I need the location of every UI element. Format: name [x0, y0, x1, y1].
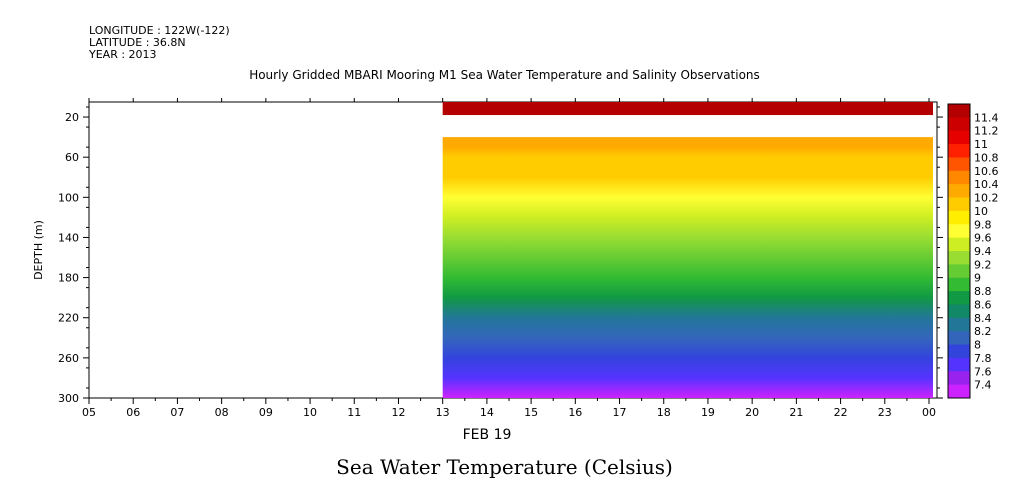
y-tick-label: 300	[58, 392, 79, 405]
x-tick-label: 08	[215, 406, 229, 419]
colorbar-tick-label: 10	[974, 205, 988, 218]
y-tick-label: 220	[58, 312, 79, 325]
x-axis-label: FEB 19	[463, 427, 512, 443]
year-label: YEAR : 2013	[89, 48, 157, 61]
y-tick-label: 140	[58, 231, 79, 244]
x-tick-label: 11	[347, 406, 361, 419]
colorbar-frame	[947, 103, 971, 399]
colorbar-swatch	[948, 130, 970, 145]
colorbar-swatch	[948, 117, 970, 132]
colorbar-swatch	[948, 157, 970, 172]
x-tick-label: 05	[82, 406, 96, 419]
colorbar-tick-label: 8.8	[974, 285, 992, 298]
colorbar-swatch	[948, 210, 970, 225]
colorbar-tick-label: 8	[974, 339, 981, 352]
x-tick-label: 16	[568, 406, 582, 419]
y-tick-label: 20	[65, 111, 79, 124]
colorbar-swatch	[948, 317, 970, 332]
temperature-contour-field	[442, 137, 933, 398]
colorbar: 11.411.21110.810.610.410.2109.89.69.49.2…	[947, 103, 999, 399]
latitude-label: LATITUDE : 36.8N	[89, 36, 186, 49]
colorbar-tick-label: 10.6	[974, 165, 999, 178]
colorbar-tick-label: 8.6	[974, 298, 992, 311]
colorbar-swatch	[948, 224, 970, 239]
colorbar-swatch	[948, 104, 970, 118]
chart-title: Hourly Gridded MBARI Mooring M1 Sea Wate…	[249, 68, 760, 82]
colorbar-swatch	[948, 291, 970, 305]
x-tick-label: 07	[170, 406, 184, 419]
y-axis: 20 60 100 140 180 220 260 300	[58, 106, 943, 405]
y-axis-label: DEPTH (m)	[32, 220, 45, 280]
colorbar-swatch	[948, 384, 970, 399]
plot-area	[88, 101, 938, 399]
colorbar-swatch	[948, 331, 970, 346]
colorbar-tick-label: 9	[974, 272, 981, 285]
x-tick-label: 13	[436, 406, 450, 419]
colorbar-tick-label: 11	[974, 138, 988, 151]
y-tick-label: 180	[58, 272, 79, 285]
x-tick-label: 15	[524, 406, 538, 419]
x-tick-label: 17	[613, 406, 627, 419]
x-tick-label: 10	[303, 406, 317, 419]
x-tick-label: 22	[834, 406, 848, 419]
x-tick-label: 09	[259, 406, 273, 419]
colorbar-swatch	[948, 237, 970, 252]
surface-temperature-band	[442, 102, 933, 116]
colorbar-tick-label: 9.2	[974, 258, 992, 271]
colorbar-swatch	[948, 277, 970, 292]
longitude-label: LONGITUDE : 122W(-122)	[89, 24, 230, 37]
colorbar-swatch	[948, 344, 970, 359]
x-tick-label: 14	[480, 406, 494, 419]
x-tick-label: 21	[789, 406, 803, 419]
colorbar-swatch	[948, 304, 970, 319]
colorbar-title: Sea Water Temperature (Celsius)	[336, 455, 673, 479]
colorbar-swatch	[948, 357, 970, 372]
x-axis: 05 06 07 08 09 10 11 12 13 14 15 16 17 18 19 20 21 22 23 00	[82, 98, 936, 419]
colorbar-tick-label: 10.8	[974, 151, 999, 164]
colorbar-swatch	[948, 144, 970, 158]
colorbar-tick-label: 11.4	[974, 111, 999, 124]
colorbar-tick-label: 9.6	[974, 232, 992, 245]
x-tick-label: 12	[391, 406, 405, 419]
colorbar-tick-label: 7.4	[974, 379, 992, 392]
colorbar-tick-label: 8.4	[974, 312, 992, 325]
colorbar-tick-label: 10.4	[974, 178, 999, 191]
colorbar-tick-label: 11.2	[974, 125, 999, 138]
colorbar-swatch	[948, 371, 970, 386]
x-tick-label: 19	[701, 406, 715, 419]
x-tick-label: 00	[922, 406, 936, 419]
colorbar-tick-label: 7.8	[974, 352, 992, 365]
colorbar-swatch	[948, 197, 970, 212]
x-tick-label: 18	[657, 406, 671, 419]
colorbar-tick-label: 9.8	[974, 218, 992, 231]
colorbar-tick-label: 7.6	[974, 365, 992, 378]
colorbar-swatch	[948, 184, 970, 199]
y-tick-label: 260	[58, 352, 79, 365]
x-tick-label: 23	[878, 406, 892, 419]
colorbar-swatch	[948, 170, 970, 185]
colorbar-swatch	[948, 264, 970, 279]
x-tick-label: 06	[126, 406, 140, 419]
y-tick-label: 100	[58, 191, 79, 204]
y-tick-label: 60	[65, 151, 79, 164]
colorbar-swatch	[948, 251, 970, 265]
colorbar-tick-label: 10.2	[974, 192, 999, 205]
colorbar-tick-label: 9.4	[974, 245, 992, 258]
x-tick-label: 20	[745, 406, 759, 419]
colorbar-tick-label: 8.2	[974, 325, 992, 338]
